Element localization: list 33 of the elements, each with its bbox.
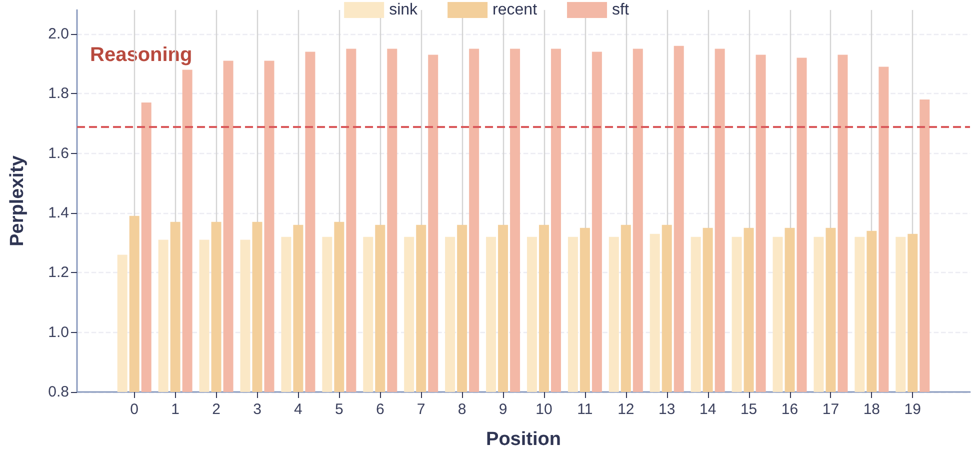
x-axis-title: Position: [486, 429, 561, 450]
y-tick-label: 1.0: [48, 324, 69, 341]
y-tick-label: 1.8: [48, 85, 69, 102]
x-tick-label: 14: [699, 401, 716, 418]
x-tick-label: 2: [212, 401, 220, 418]
x-tick-label: 15: [740, 401, 758, 418]
y-tick-label: 1.2: [48, 264, 69, 282]
legend-label: sft: [612, 2, 630, 18]
x-tick-label: 16: [781, 401, 798, 418]
x-tick-label: 18: [863, 401, 880, 418]
x-tick-label: 11: [577, 401, 593, 418]
x-tick-label: 19: [904, 401, 921, 418]
x-tick-label: 17: [822, 401, 840, 418]
x-tick-label: 12: [618, 401, 634, 418]
x-tick-label: 6: [376, 401, 384, 418]
annotation: Reasoning: [90, 44, 192, 66]
x-tick-label: 5: [334, 401, 344, 418]
x-tick-label: 3: [253, 401, 262, 418]
x-tick-label: 9: [498, 401, 508, 418]
x-tick-label: 0: [130, 401, 139, 418]
x-tick-label: 1: [171, 401, 180, 418]
y-tick-label: 2.0: [48, 25, 69, 42]
y-tick-label: 1.6: [48, 144, 69, 162]
legend-label: sink: [389, 2, 419, 18]
x-tick-label: 4: [294, 401, 302, 418]
x-tick-label: 7: [416, 401, 426, 418]
y-axis-title: Perplexity: [7, 155, 28, 246]
x-tick-label: 8: [458, 401, 466, 418]
legend-label: recent: [492, 2, 538, 18]
y-tick-label: 1.4: [48, 204, 69, 222]
x-tick-label: 10: [536, 401, 552, 418]
y-tick-label: 0.8: [48, 384, 69, 400]
x-tick-label: 13: [658, 401, 676, 418]
